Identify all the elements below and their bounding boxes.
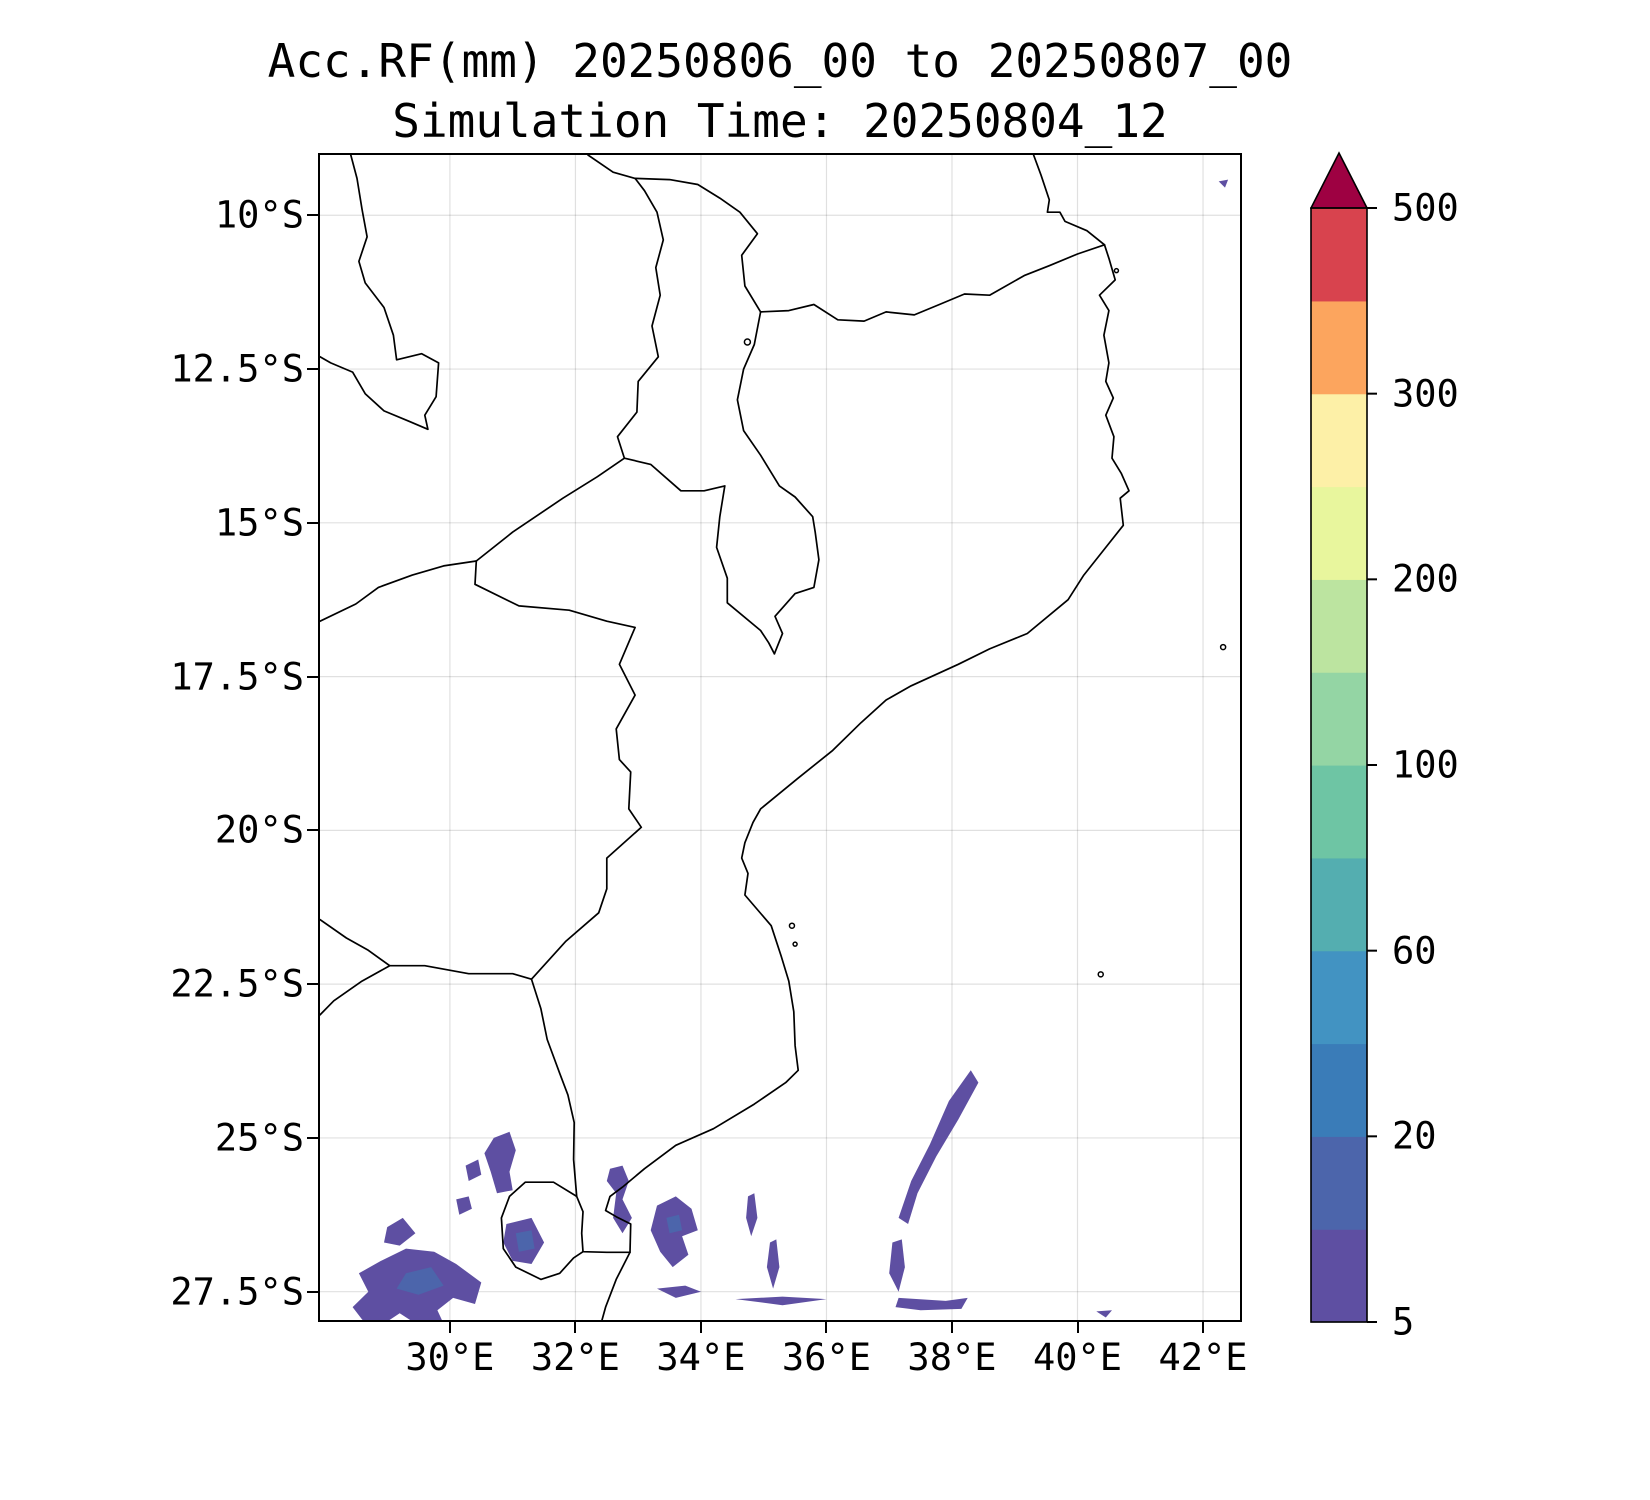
colorbar-tick-label: 200 [1392, 557, 1459, 601]
x-tick-label: 42°E [1158, 1336, 1248, 1379]
colorbar [1310, 151, 1377, 1323]
island-europa [1097, 971, 1104, 978]
x-tick-label: 38°E [907, 1336, 997, 1379]
x-tick-mark [1076, 1322, 1079, 1333]
y-tick-label: 22.5°S [170, 962, 304, 1006]
map-plot [320, 155, 1240, 1320]
colorbar-segment-40-60 [1311, 950, 1367, 1045]
rain-patch-escarpment-speck-1 [465, 1159, 482, 1181]
colorbar-tick-label: 5 [1392, 1300, 1415, 1344]
colorbar-segment-20-40 [1311, 1043, 1367, 1137]
colorbar-tick-label: 20 [1392, 1114, 1437, 1158]
rain-patch-escarpment-speck-2 [456, 1196, 472, 1215]
rain-patch-moz-streak-1 [746, 1193, 758, 1237]
x-tick-mark [825, 1322, 828, 1333]
y-tick-mark [307, 368, 318, 371]
rain-patch-channel-diagonal-streak [898, 1070, 979, 1224]
island-quirimbas [1113, 267, 1120, 274]
y-tick-mark [307, 675, 318, 678]
y-tick-mark [307, 983, 318, 986]
y-tick-label: 10°S [214, 193, 304, 237]
rain-patch-ocean-dot-northeast [1218, 179, 1229, 188]
colorbar-segment-10-20 [1311, 1136, 1367, 1230]
colorbar-segment-100-150 [1311, 672, 1367, 766]
x-tick-mark [574, 1322, 577, 1333]
rain-patch-south-dash-west [735, 1296, 827, 1306]
x-tick-label: 32°E [530, 1336, 620, 1379]
colorbar-triangle-over [1310, 151, 1369, 209]
rain-patch-sa-highveld-core [396, 1267, 444, 1295]
border-drc_zm_pedicle [320, 155, 440, 431]
border-zw_mz [474, 560, 643, 981]
island-bazaruto-1 [788, 922, 796, 929]
border-bw_sa [320, 964, 391, 1016]
y-tick-label: 25°S [214, 1116, 304, 1160]
colorbar-segment-5-10 [1311, 1229, 1367, 1323]
y-tick-label: 15°S [214, 501, 304, 545]
x-tick-label: 34°E [656, 1336, 746, 1379]
x-tick-mark [448, 1322, 451, 1333]
colorbar-segment-60-80 [1311, 857, 1367, 952]
border-malawi_west [616, 177, 776, 655]
y-tick-mark [307, 1290, 318, 1293]
y-tick-mark [307, 1136, 318, 1139]
colorbar-tick-label: 500 [1392, 186, 1459, 230]
y-tick-mark [307, 214, 318, 217]
figure-title: Acc.RF(mm) 20250806_00 to 20250807_00 [267, 34, 1293, 88]
y-tick-mark [307, 521, 318, 524]
colorbar-tick-label: 300 [1392, 372, 1459, 416]
colorbar-segment-80-100 [1311, 765, 1367, 859]
y-tick-mark [307, 829, 318, 832]
rain-patch-south-moz-cluster-core [666, 1214, 683, 1234]
border-eswatini [500, 1181, 584, 1281]
rain-patch-channel-streak-lower [889, 1239, 905, 1292]
x-tick-label: 36°E [781, 1336, 872, 1379]
colorbar-segment-300-400 [1311, 300, 1367, 395]
y-tick-label: 27.5°S [170, 1270, 304, 1314]
border-coastline [601, 155, 1130, 1320]
figure-subtitle: Simulation Time: 20250804_12 [392, 94, 1168, 148]
colorbar-tick-label: 60 [1392, 929, 1437, 973]
x-tick-label: 30°E [405, 1336, 495, 1379]
y-tick-label: 20°S [214, 808, 304, 852]
border-zambezi_zm_zw [320, 560, 478, 623]
x-tick-mark [699, 1322, 702, 1333]
colorbar-segment-200-250 [1311, 486, 1367, 580]
border-malawi_east_lake [634, 177, 820, 655]
island-bazaruto-2 [792, 941, 798, 947]
border-tz_zm [587, 155, 636, 180]
island-likoma [743, 338, 752, 346]
colorbar-segment-150-200 [1311, 579, 1367, 673]
colorbar-segment-400-500 [1311, 208, 1367, 302]
rain-patch-moz-streak-2 [766, 1239, 780, 1289]
rain-patch-escarpment-blob [484, 1131, 516, 1194]
x-tick-mark [950, 1322, 953, 1333]
border-zm_mz [475, 457, 626, 562]
rain-patch-maputo-coast-streak [606, 1165, 632, 1234]
y-tick-label: 12.5°S [170, 347, 304, 391]
x-tick-mark [1202, 1322, 1205, 1333]
rain-patch-ocean-dash-east [1096, 1310, 1112, 1318]
rain-patch-south-moz-dashes [657, 1285, 701, 1298]
x-tick-label: 40°E [1032, 1336, 1123, 1379]
colorbar-tick-label: 100 [1392, 743, 1459, 787]
rain-patch-sa-highveld-arm [384, 1217, 416, 1246]
y-tick-label: 17.5°S [170, 655, 304, 699]
border-zw_bw_sa_limpopo [320, 918, 533, 981]
colorbar-segment-250-300 [1311, 393, 1367, 488]
rain-patch-channel-streak-tail [895, 1297, 968, 1311]
rain-patch-eswatini-blob-core [515, 1230, 535, 1252]
border-tz_mz_ruvuma [759, 243, 1106, 322]
island-juan-de-nova [1219, 643, 1227, 651]
